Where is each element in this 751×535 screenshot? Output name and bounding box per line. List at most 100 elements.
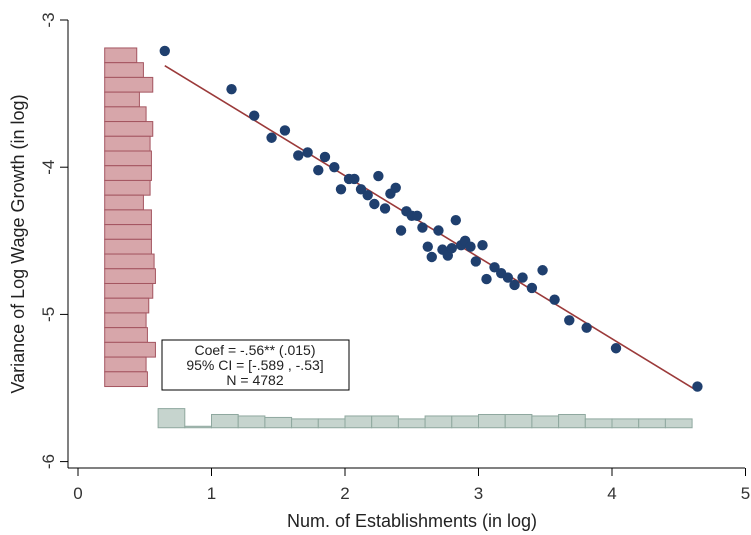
scatter-point xyxy=(581,322,592,333)
x-hist-bar xyxy=(664,418,693,429)
x-hist-bar xyxy=(638,418,666,429)
scatter-point xyxy=(509,279,520,291)
y-hist-bar xyxy=(104,238,152,255)
scatter-points xyxy=(159,45,703,392)
scatter-point xyxy=(433,225,444,236)
annotation-box: Coef = -.56** (.015) 95% CI = [-.589 , -… xyxy=(161,339,350,391)
y-hist-bar xyxy=(104,76,154,93)
scatter-point xyxy=(411,210,423,221)
y-axis-ticks: -3 -4 -5 -6 xyxy=(39,12,68,469)
scatter-point xyxy=(526,282,538,294)
x-hist-bar xyxy=(184,425,213,429)
y-hist-bar xyxy=(104,224,152,240)
y-hist-bar xyxy=(104,150,152,167)
x-tick-label: 5 xyxy=(741,484,750,503)
scatter-point xyxy=(549,294,560,305)
x-tick-label: 3 xyxy=(474,484,483,503)
x-hist-bar xyxy=(157,408,186,429)
scatter-point xyxy=(564,315,575,326)
y-hist-bar xyxy=(104,371,148,388)
x-hist-bar xyxy=(397,418,426,429)
scatter-point xyxy=(422,241,433,252)
scatter-point xyxy=(159,45,170,57)
x-hist-bar xyxy=(504,413,533,429)
y-hist-bar xyxy=(104,91,140,108)
y-tick-label: -5 xyxy=(39,307,58,322)
scatter-point xyxy=(226,83,237,95)
y-hist-bar xyxy=(104,106,147,123)
scatter-point xyxy=(355,184,367,195)
scatter-point xyxy=(349,173,360,185)
annotation-n: N = 4782 xyxy=(226,372,283,388)
y-hist-bar xyxy=(104,356,147,373)
y-hist-bar xyxy=(104,121,154,137)
scatter-point xyxy=(293,150,304,161)
scatter-point xyxy=(266,132,277,143)
annotation-border xyxy=(161,339,350,391)
y-tick-label: -6 xyxy=(39,454,58,469)
annotation-ci: 95% CI = [-.589 , -.53] xyxy=(186,357,323,373)
y-axis-title: Variance of Log Wage Growth (in log) xyxy=(8,94,28,393)
x-hist-bar xyxy=(611,418,640,429)
y-hist-bar xyxy=(104,253,155,270)
scatter-point xyxy=(379,203,391,214)
x-axis-title: Num. of Establishments (in log) xyxy=(287,511,537,531)
x-tick-label: 1 xyxy=(207,484,216,503)
x-hist-bar xyxy=(558,413,586,429)
x-hist-bar xyxy=(291,418,319,429)
x-hist-bar xyxy=(264,416,293,429)
y-hist-bar xyxy=(104,312,147,329)
x-histogram xyxy=(157,408,693,429)
scatter-point xyxy=(417,222,428,233)
x-hist-bar xyxy=(584,418,613,429)
scatter-point xyxy=(319,151,331,163)
x-hist-bar xyxy=(344,415,373,429)
scatter-point xyxy=(329,162,340,173)
scatter-point xyxy=(373,170,384,182)
x-hist-bar xyxy=(237,415,266,429)
scatter-point xyxy=(446,242,457,254)
y-hist-bar xyxy=(104,282,154,299)
x-tick-label: 2 xyxy=(340,484,349,503)
scatter-point xyxy=(692,381,703,392)
scatter-point xyxy=(477,240,488,251)
scatter-point xyxy=(537,265,548,276)
scatter-point xyxy=(313,164,324,176)
y-tick-label: -3 xyxy=(39,12,58,27)
y-hist-bar xyxy=(104,62,144,78)
scatter-point xyxy=(517,272,528,283)
scatter-point xyxy=(335,184,347,195)
x-hist-bar xyxy=(451,415,479,429)
scatter-point xyxy=(450,214,462,226)
y-hist-bar xyxy=(104,327,148,343)
scatter-point xyxy=(426,251,437,263)
scatter-point xyxy=(369,198,380,210)
x-tick-label: 4 xyxy=(607,484,616,503)
scatter-point xyxy=(489,262,500,273)
x-tick-label: 0 xyxy=(73,484,82,503)
scatter-point xyxy=(470,256,482,267)
scatter-point xyxy=(481,273,492,285)
scatter-point xyxy=(249,110,260,121)
y-hist-bar xyxy=(104,165,152,181)
scatter-point xyxy=(279,125,291,136)
scatter-point xyxy=(362,189,373,201)
y-hist-bar xyxy=(104,194,144,211)
y-hist-bar xyxy=(104,209,152,226)
x-axis-ticks: 0 1 2 3 4 5 xyxy=(73,468,750,503)
y-hist-bar xyxy=(104,268,156,284)
y-hist-bar xyxy=(104,341,156,358)
y-histogram xyxy=(104,47,156,388)
scatter-point xyxy=(610,343,622,354)
x-hist-bar xyxy=(424,415,453,429)
scatter-point xyxy=(302,147,313,158)
y-hist-bar xyxy=(104,135,151,152)
scatter-point xyxy=(502,272,514,283)
annotation-coef: Coef = -.56** (.015) xyxy=(194,342,315,358)
x-hist-bar xyxy=(371,415,399,429)
scatter-point xyxy=(395,225,407,236)
x-hist-bar xyxy=(478,413,506,429)
y-hist-bar xyxy=(104,297,150,314)
scatter-point xyxy=(390,182,401,194)
